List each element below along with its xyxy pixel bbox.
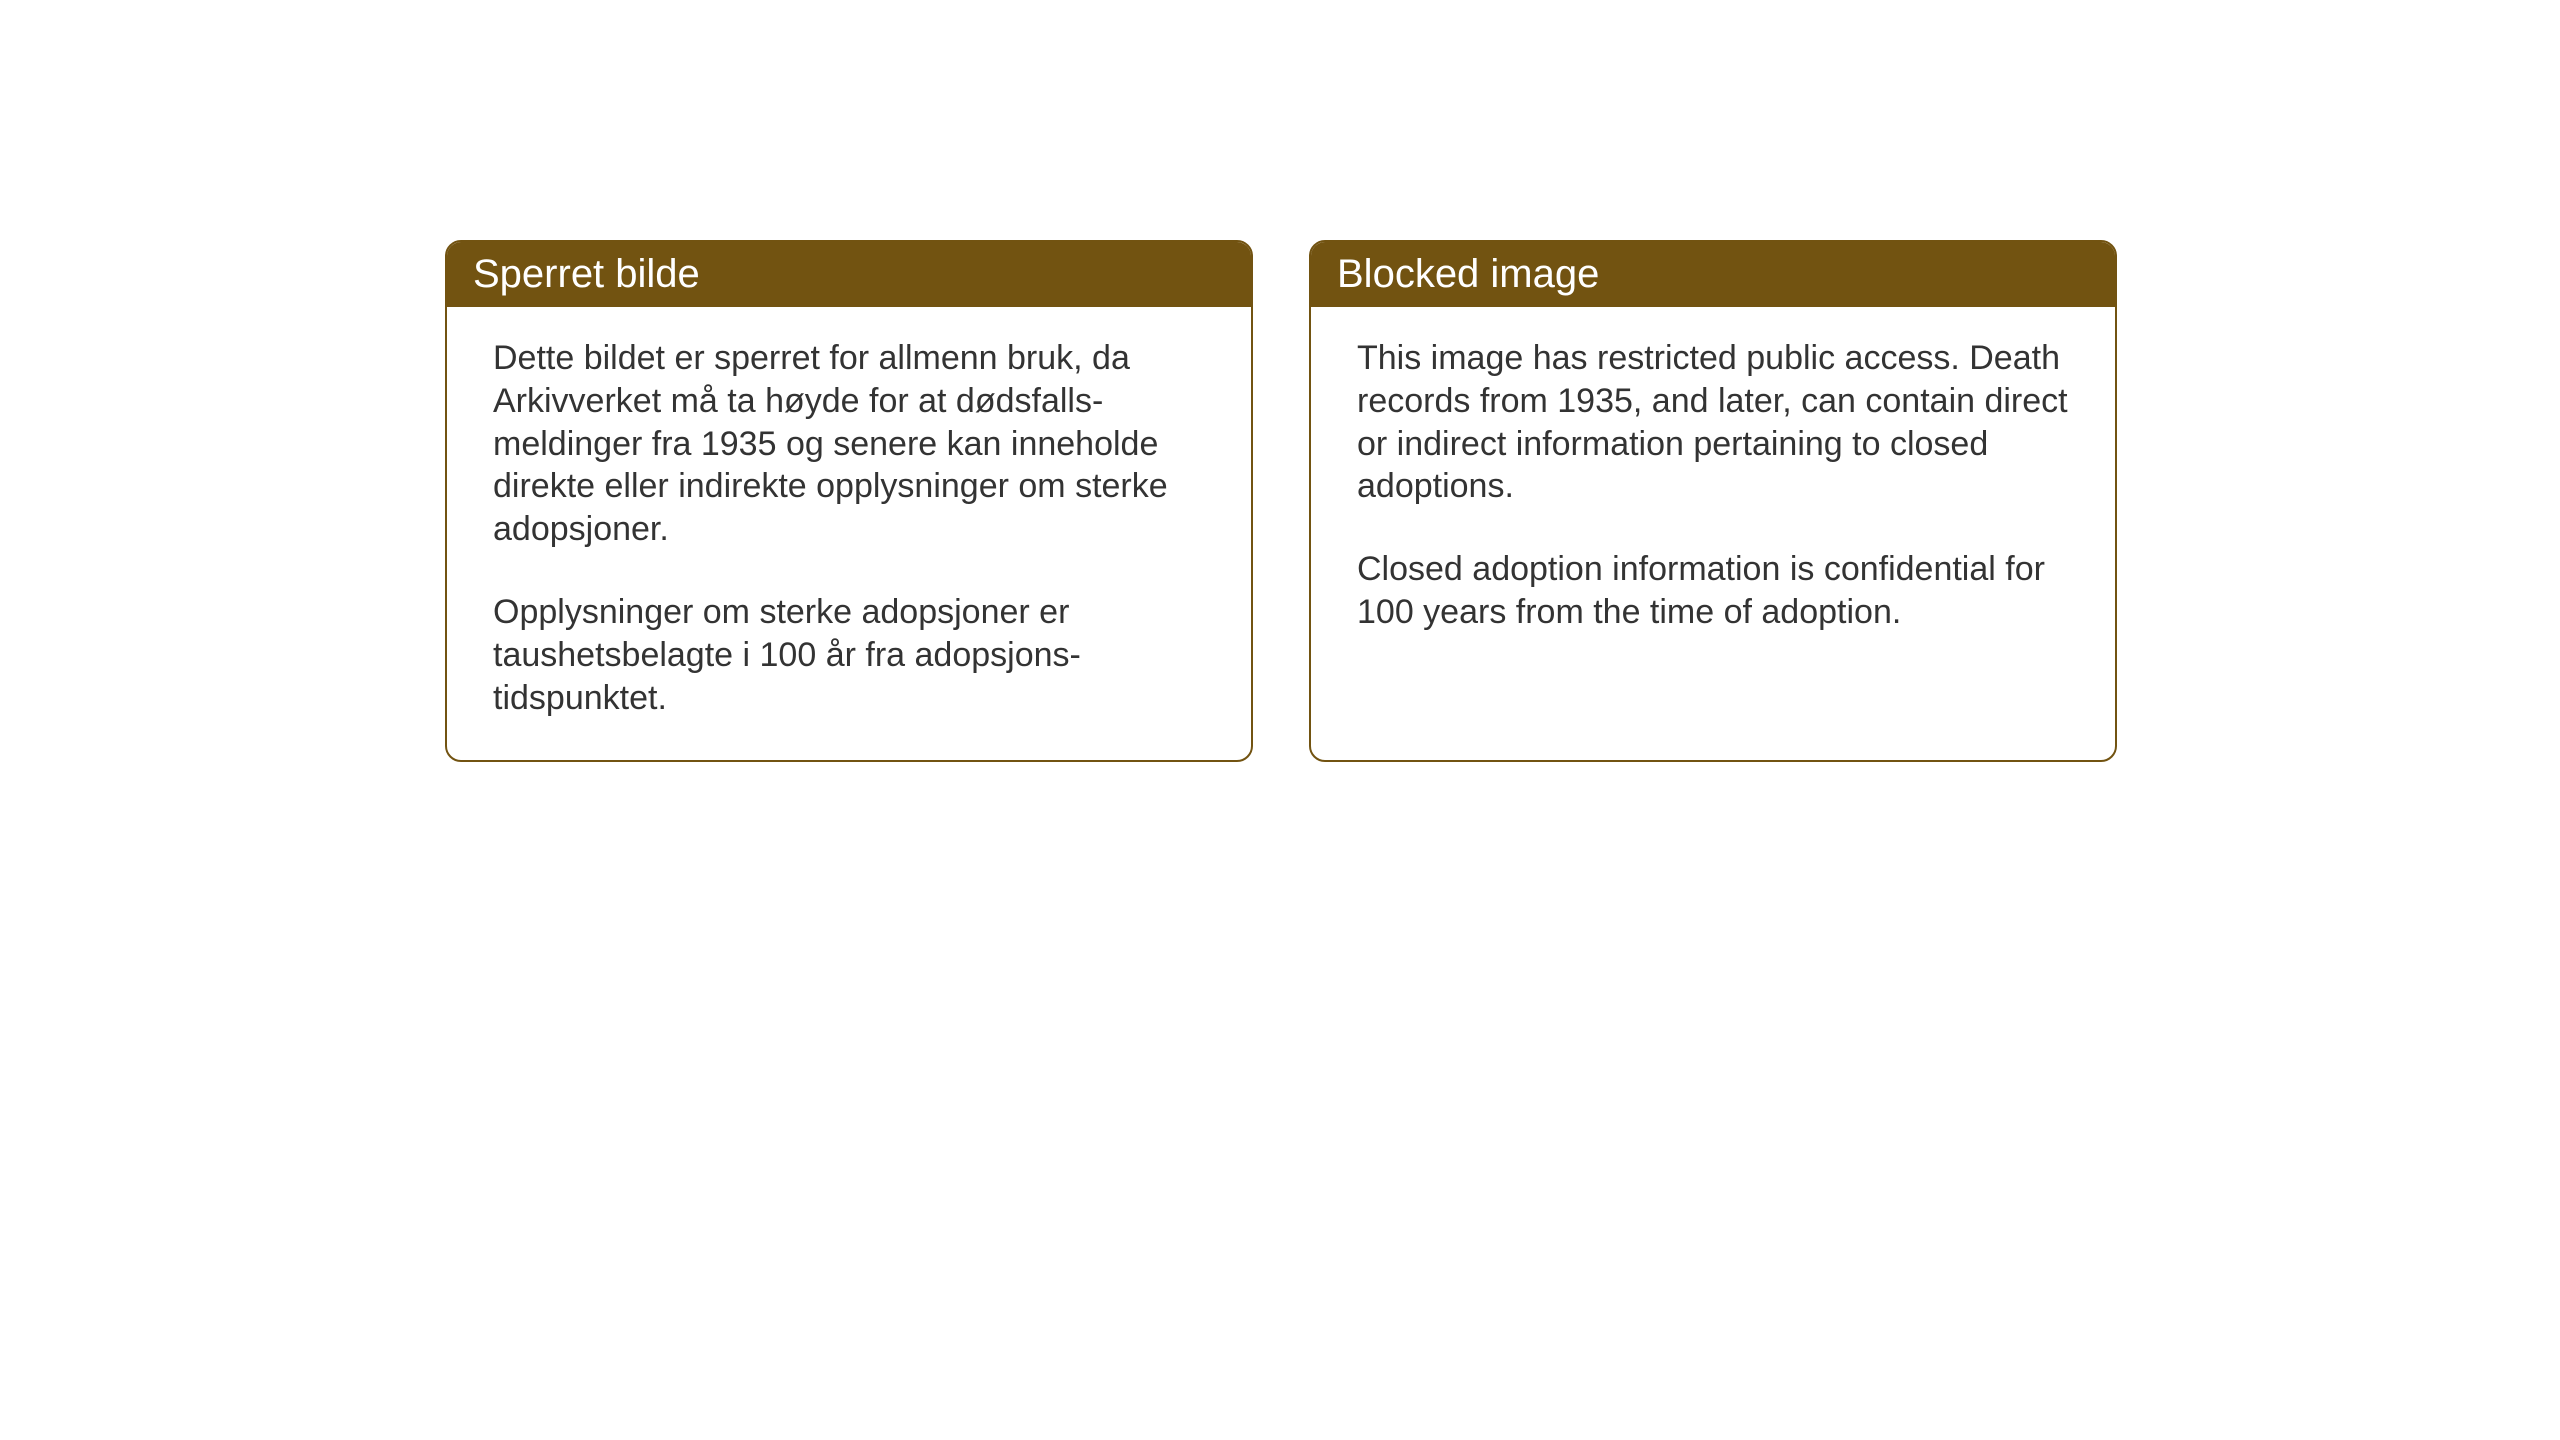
- norwegian-card-title: Sperret bilde: [473, 252, 700, 296]
- english-card-header: Blocked image: [1311, 242, 2115, 307]
- norwegian-paragraph-2: Opplysninger om sterke adopsjoner er tau…: [493, 591, 1205, 719]
- english-card-body: This image has restricted public access.…: [1311, 307, 2115, 747]
- english-notice-card: Blocked image This image has restricted …: [1309, 240, 2117, 762]
- norwegian-card-header: Sperret bilde: [447, 242, 1251, 307]
- norwegian-card-body: Dette bildet er sperret for allmenn bruk…: [447, 307, 1251, 760]
- notice-container: Sperret bilde Dette bildet er sperret fo…: [445, 240, 2117, 762]
- english-paragraph-1: This image has restricted public access.…: [1357, 337, 2069, 508]
- norwegian-notice-card: Sperret bilde Dette bildet er sperret fo…: [445, 240, 1253, 762]
- norwegian-paragraph-1: Dette bildet er sperret for allmenn bruk…: [493, 337, 1205, 551]
- english-paragraph-2: Closed adoption information is confident…: [1357, 548, 2069, 634]
- english-card-title: Blocked image: [1337, 252, 1599, 296]
